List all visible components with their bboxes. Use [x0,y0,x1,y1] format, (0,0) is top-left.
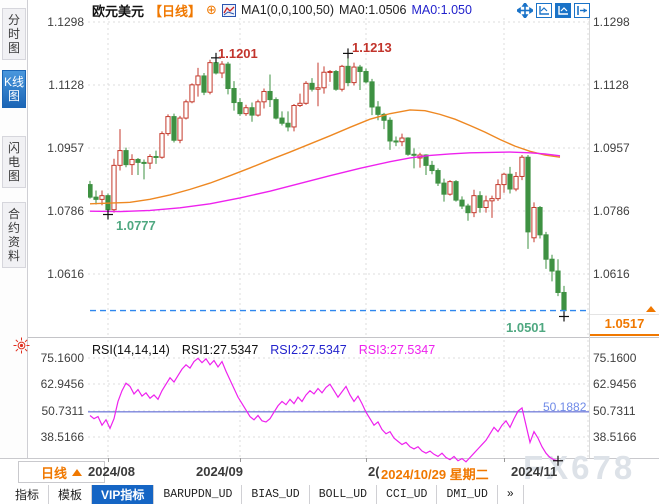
period-selector-label: 日线 [40,465,67,481]
rsi-axis-label-right: 50.7311 [593,404,636,418]
bottom-tab-4[interactable]: BARUPDN_UD [154,485,243,504]
price-axis-label-left: 1.0957 [47,141,84,155]
rsi-axis-label-left: 50.7311 [41,404,85,418]
rsi-axis-label-left: 38.5166 [40,430,84,444]
price-extreme-annotation: 1.0777 [116,218,156,233]
time-axis-label: 2( [368,464,380,479]
next-page-icon[interactable] [574,3,590,18]
time-axis-row [0,458,659,486]
rsi2-value: RSI2:27.5347 [270,343,347,357]
rsi-axis-label-left: 75.1600 [40,351,84,365]
time-axis-tick [108,458,109,462]
rsi-chart[interactable] [88,340,589,476]
sidebar-tab-4[interactable]: 合约资料 [2,202,26,268]
period-up-triangle [72,468,82,476]
time-axis-label: 2024/09 [196,464,243,479]
axis-divider [589,18,590,458]
kline-chart[interactable] [88,18,589,338]
symbol-name: 欧元美元 [92,3,145,19]
price-axis-label-left: 1.0616 [47,267,84,281]
time-axis-label: 2024/08 [88,464,135,479]
rsi-level-label: 50.1882 [543,400,587,414]
price-axis-label-left: 1.1128 [48,78,84,92]
rsi-params: RSI(14,14,14) [92,343,170,357]
chart-style-icon[interactable] [221,3,236,17]
rsi-axis-label-right: 75.1600 [593,351,637,365]
rsi-header: RSI(14,14,14) RSI1:27.5347 RSI2:27.5347 … [92,343,435,357]
zoom-axes-icon[interactable] [536,3,552,18]
rsi-axis-label-right: 38.5166 [593,430,637,444]
add-indicator-icon[interactable]: ⊕ [206,2,217,17]
sidebar-tab-1[interactable]: 分时图 [2,8,26,60]
ma-settings: MA1(0,0,100,50) [240,3,335,17]
bottom-tab-7[interactable]: CCI_UD [377,485,438,504]
price-axis-label-right: 1.0786 [593,204,630,218]
time-axis-tick [240,458,241,462]
bottom-tab-6[interactable]: BOLL_UD [310,485,378,504]
rsi1-value: RSI1:27.5347 [181,343,259,357]
panel-separator[interactable] [28,337,659,338]
time-axis-label: 2024/11 [511,464,558,479]
sidebar-tab-3[interactable]: 闪电图 [2,136,26,188]
rsi-axis-label-left: 62.9456 [40,377,84,391]
rsi3-value: RSI3:27.5347 [358,343,436,357]
bottom-tab-1[interactable]: 指标 [6,485,50,504]
indicator-settings-sun-icon[interactable] [13,337,30,354]
price-axis-label-right: 1.1298 [593,15,630,29]
time-axis-tick [366,458,367,462]
rsi-axis-label-right: 62.9456 [593,377,637,391]
bottom-tab-3[interactable]: VIP指标 [92,485,155,504]
bottom-tab-9[interactable]: » [498,485,524,504]
price-axis-label-right: 1.0616 [593,267,630,281]
pan-axes-icon-active[interactable] [555,3,571,18]
price-up-triangle [646,306,656,312]
price-axis-label-left: 1.0786 [47,204,84,218]
highlighted-date-label: 2024/10/29 星期二 [379,464,491,483]
price-extreme-annotation: 1.1201 [218,46,258,61]
period-selector[interactable]: 日线 [18,461,105,483]
price-extreme-annotation: 1.1213 [352,40,392,55]
indicator-tab-bar: 指标 模板 VIP指标 BARUPDN_UD BIAS_UD BOLL_UD CCI_UD D… [0,485,659,504]
current-price-label: 1.0517 [589,314,659,336]
chart-toolbar [517,3,590,18]
price-extreme-annotation: 1.0501 [506,320,546,335]
price-axis-label-right: 1.1128 [593,78,629,92]
period-label: 【日线】 [149,3,202,19]
bottom-tab-2[interactable]: 模板 [49,485,93,504]
chart-title-bar: 欧元美元 【日线】 ⊕ MA1(0,0,100,50) MA0:1.0506 M… [92,2,472,19]
time-axis-tick [504,458,505,462]
price-axis-label-left: 1.1298 [47,15,84,29]
price-axis-label-right: 1.0957 [593,141,630,155]
ma0-value: MA0:1.0506 [339,3,407,17]
bottom-tab-8[interactable]: DMI_UD [437,485,498,504]
sidebar-tab-2[interactable]: K线图 [2,70,26,108]
bottom-tab-5[interactable]: BIAS_UD [242,485,310,504]
crosshair-move-icon[interactable] [517,3,533,18]
chart-type-sidebar: 分时图 K线图闪电图合约资料 [0,0,28,458]
ma0-value-blue: MA0:1.050 [411,3,472,17]
